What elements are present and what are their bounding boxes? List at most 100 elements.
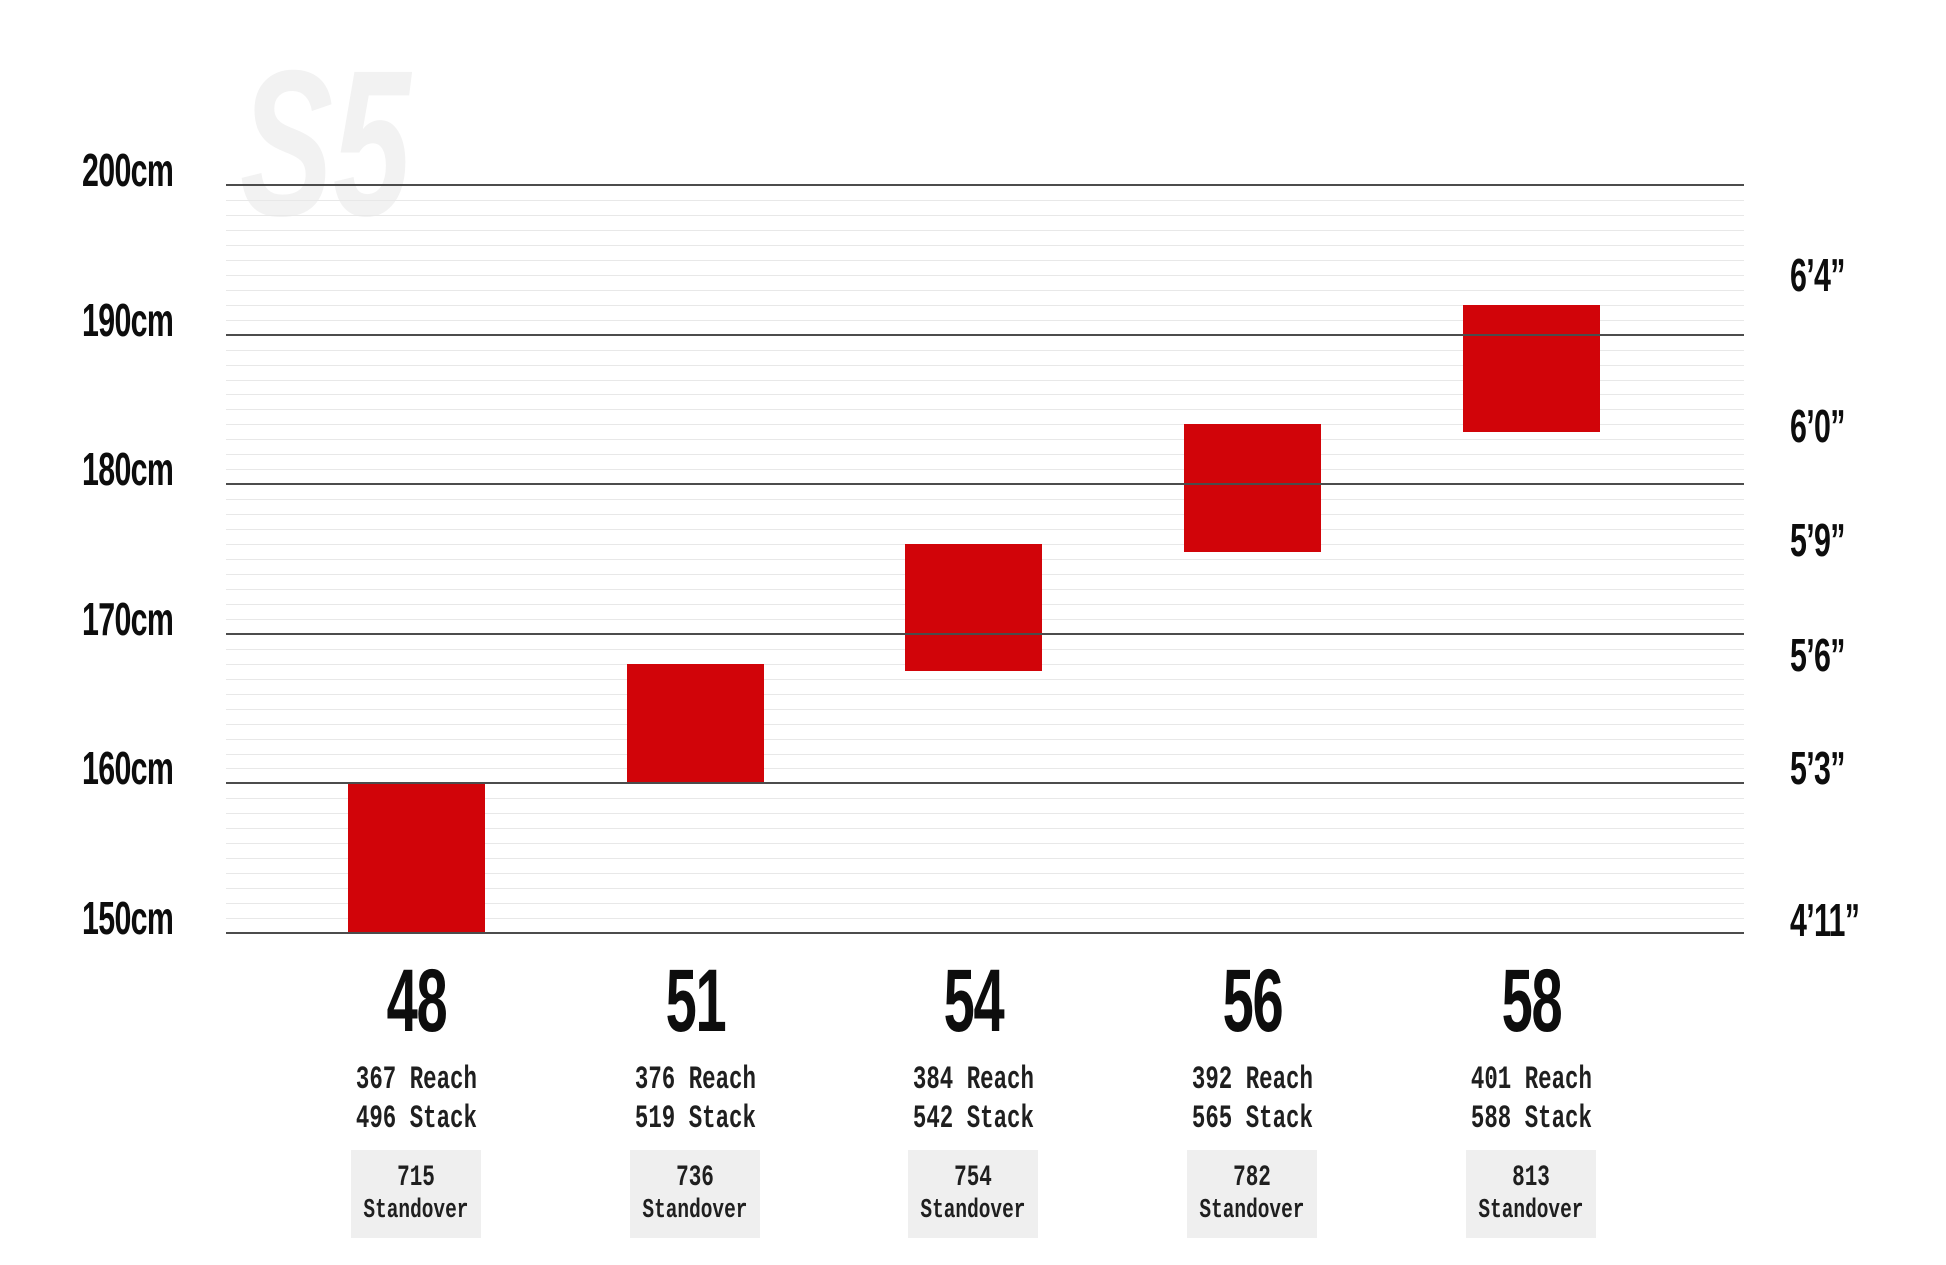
standover-value-58: 813 [1466, 1150, 1596, 1193]
reach-label-51-text: 376 Reach [634, 1061, 756, 1098]
standover-word-51-text: Standover [642, 1196, 748, 1226]
gridline-minor-151cm [226, 918, 1744, 919]
size-block-56 [1183, 424, 1321, 552]
gridline-minor-191cm [226, 319, 1744, 321]
gridline-minor-193cm [226, 289, 1744, 291]
reach-label-58-text: 401 Reach [1470, 1061, 1592, 1098]
size-column-51: 51 376 Reach 519 Stack 736 Standover [595, 956, 795, 1238]
gridline-minor-197cm [226, 229, 1744, 231]
standover-value-48-text: 715 [397, 1161, 435, 1195]
standover-box-48: 715 Standover [351, 1150, 481, 1238]
gridline-minor-185cm [226, 409, 1744, 411]
right-axis-label-0: 6’4” [1790, 248, 1845, 301]
reach-label-51: 376 Reach [595, 1063, 795, 1097]
gridline-minor-155cm [226, 858, 1744, 860]
standover-box-56: 782 Standover [1187, 1150, 1317, 1238]
stack-label-48-text: 496 Stack [355, 1100, 477, 1137]
size-number-54: 54 [873, 956, 1073, 1045]
left-axis-label-150cm: 150cm [82, 892, 174, 944]
size-block-51 [626, 663, 764, 784]
stack-label-51-text: 519 Stack [634, 1100, 756, 1137]
stack-label-54-text: 542 Stack [912, 1100, 1034, 1137]
size-number-58: 58 [1431, 956, 1631, 1045]
gridline-minor-157cm [226, 828, 1744, 830]
gridline-minor-179cm [226, 499, 1744, 501]
gridline-minor-196cm [226, 244, 1744, 246]
standover-value-56-text: 782 [1233, 1161, 1271, 1195]
gridline-minor-153cm [226, 888, 1744, 890]
standover-word-56: Standover [1187, 1193, 1317, 1225]
gridline-minor-188cm [226, 364, 1744, 366]
gridline-minor-199cm [226, 200, 1744, 201]
standover-word-54: Standover [908, 1193, 1038, 1225]
left-axis-label-170cm: 170cm [82, 592, 174, 645]
gridline-minor-194cm [226, 274, 1744, 276]
stack-label-54: 542 Stack [873, 1102, 1073, 1136]
gridline-minor-156cm [226, 843, 1744, 845]
stack-label-51: 519 Stack [595, 1102, 795, 1136]
size-number-48-text: 48 [386, 950, 447, 1050]
size-number-56: 56 [1152, 950, 1352, 1050]
gridline-minor-192cm [226, 304, 1744, 306]
left-axis-label-200cm: 200cm [82, 144, 174, 196]
standover-word-51: Standover [630, 1193, 760, 1225]
size-column-58: 58 401 Reach 588 Stack 813 Standover [1431, 956, 1631, 1238]
gridline-major-170cm [226, 632, 1744, 635]
right-axis-label-4: 5’3” [1790, 742, 1845, 795]
right-axis-label-2: 5’9” [1790, 513, 1845, 566]
standover-word-54-text: Standover [920, 1196, 1026, 1226]
gridline-minor-161cm [226, 768, 1744, 770]
reach-label-54-text: 384 Reach [912, 1061, 1034, 1098]
reach-label-58: 401 Reach [1431, 1063, 1631, 1097]
gridline-minor-187cm [226, 379, 1744, 381]
gridline-minor-163cm [226, 738, 1744, 740]
gridline-minor-182cm [226, 454, 1744, 456]
standover-value-48: 715 [351, 1150, 481, 1193]
gridline-minor-177cm [226, 529, 1744, 531]
standover-word-48-text: Standover [363, 1196, 469, 1226]
gridline-minor-186cm [226, 394, 1744, 396]
reach-label-48-text: 367 Reach [355, 1061, 477, 1098]
stack-label-56: 565 Stack [1152, 1102, 1352, 1136]
size-number-51-text: 51 [665, 950, 726, 1050]
gridline-minor-158cm [226, 813, 1744, 815]
standover-word-58-text: Standover [1478, 1196, 1584, 1226]
gridline-minor-181cm [226, 469, 1744, 471]
standover-box-54: 754 Standover [908, 1150, 1038, 1238]
size-block-54 [904, 544, 1042, 672]
gridline-minor-162cm [226, 753, 1744, 755]
size-column-48: 48 367 Reach 496 Stack 715 Standover [316, 956, 516, 1238]
reach-label-54: 384 Reach [873, 1063, 1073, 1097]
gridline-minor-167cm [226, 678, 1744, 680]
size-block-58 [1462, 304, 1600, 432]
right-axis-label-5: 4’11” [1790, 893, 1860, 946]
stack-label-48: 496 Stack [316, 1102, 516, 1136]
left-axis-label-160cm: 160cm [82, 742, 174, 795]
size-number-48: 48 [316, 950, 516, 1050]
gridline-major-150cm [226, 932, 1744, 934]
reach-label-48: 367 Reach [316, 1063, 516, 1097]
gridline-minor-183cm [226, 439, 1744, 441]
right-axis-label-3: 5’6” [1790, 628, 1845, 681]
gridline-minor-195cm [226, 259, 1744, 261]
model-watermark: S5 [240, 28, 411, 260]
size-number-56-text: 56 [1222, 950, 1283, 1050]
right-axis-label-1: 6’0” [1790, 399, 1845, 452]
left-axis-label-180cm: 180cm [82, 443, 174, 496]
standover-value-58-text: 813 [1512, 1161, 1550, 1195]
stack-label-56-text: 565 Stack [1191, 1100, 1313, 1137]
reach-label-56-text: 392 Reach [1191, 1061, 1313, 1098]
gridline-minor-165cm [226, 708, 1744, 710]
gridline-major-160cm [226, 782, 1744, 785]
gridline-minor-198cm [226, 214, 1744, 216]
left-axis-label-190cm: 190cm [82, 293, 174, 346]
gridline-minor-184cm [226, 424, 1744, 426]
gridline-major-190cm [226, 333, 1744, 336]
stack-label-58-text: 588 Stack [1470, 1100, 1592, 1137]
standover-value-54-text: 754 [954, 1161, 992, 1195]
standover-word-58: Standover [1466, 1193, 1596, 1225]
size-column-56: 56 392 Reach 565 Stack 782 Standover [1152, 956, 1352, 1238]
standover-value-56: 782 [1187, 1150, 1317, 1193]
standover-word-56-text: Standover [1199, 1196, 1305, 1226]
